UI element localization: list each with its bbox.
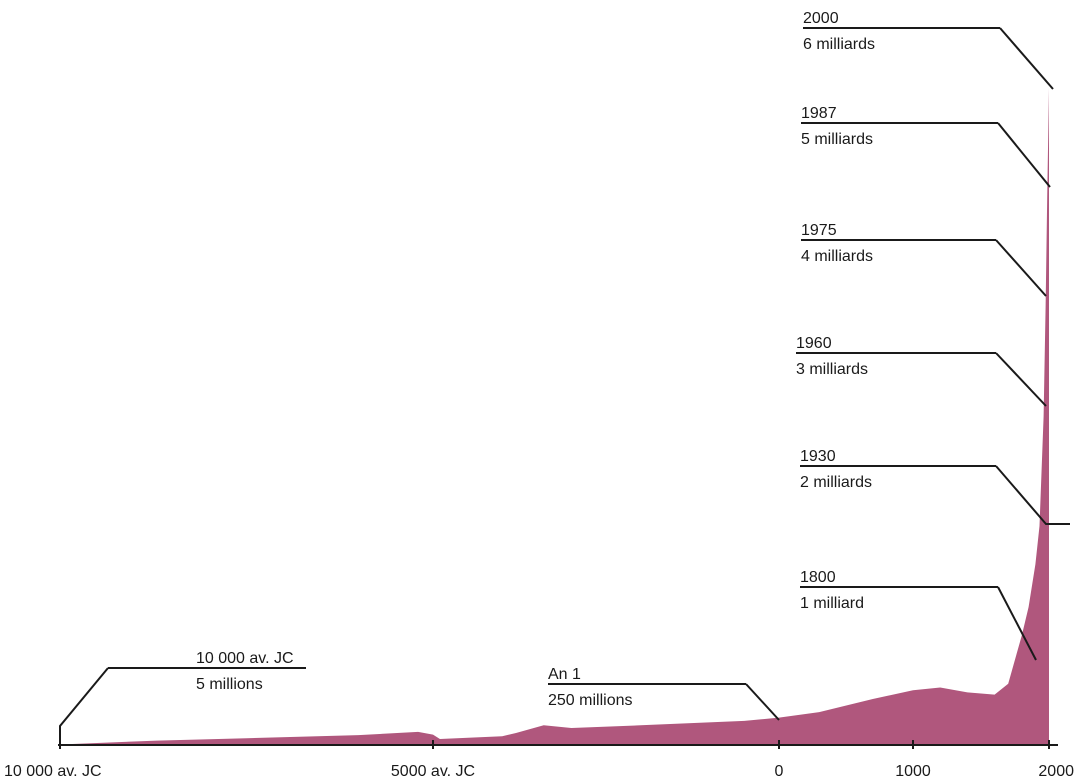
annotation-leader: [997, 586, 1037, 661]
annotation-year: An 1: [548, 666, 581, 683]
annotation-year: 1975: [801, 222, 837, 239]
x-tick-label: 10 000 av. JC: [4, 763, 102, 780]
annotation-population: 5 milliards: [801, 131, 873, 148]
annotation-8: 2000 6 milliards: [803, 10, 1054, 90]
area-layer: [60, 88, 1049, 745]
annotation-year: 1930: [800, 448, 836, 465]
annotation-population: 250 millions: [548, 692, 632, 709]
annotations: 10 000 av. JC 5 millions An 1 250 millions 1…: [59, 10, 1070, 745]
annotation-5: 1960 3 milliards: [796, 335, 1047, 407]
annotation-leader: [59, 667, 109, 745]
annotation-4: 1930 2 milliards: [800, 448, 1070, 525]
annotation-population: 6 milliards: [803, 36, 875, 53]
x-tick-label: 5000 av. JC: [391, 763, 475, 780]
annotation-year: 1800: [800, 569, 836, 586]
population-area: [60, 88, 1049, 745]
annotation-leader: [745, 683, 780, 721]
annotation-population: 5 millions: [196, 676, 263, 693]
annotation-year: 1960: [796, 335, 832, 352]
annotation-year: 2000: [803, 10, 839, 27]
annotation-year: 10 000 av. JC: [196, 650, 294, 667]
annotation-population: 4 milliards: [801, 248, 873, 265]
x-tick-label: 0: [775, 763, 784, 780]
x-tick-label: 1000: [895, 763, 931, 780]
annotation-population: 1 milliard: [800, 595, 864, 612]
annotation-population: 3 milliards: [796, 361, 868, 378]
annotation-population: 2 milliards: [800, 474, 872, 491]
x-axis: 10 000 av. JC 5000 av. JC 0 1000 2000: [4, 740, 1074, 780]
x-tick-label: 2000: [1038, 763, 1074, 780]
annotation-year: 1987: [801, 105, 837, 122]
annotation-6: 1975 4 milliards: [801, 222, 1047, 297]
annotation-leader: [995, 465, 1070, 525]
annotation-7: 1987 5 milliards: [801, 105, 1051, 188]
annotation-2: An 1 250 millions: [548, 666, 780, 721]
annotation-leader: [995, 352, 1047, 407]
annotation-1: 10 000 av. JC 5 millions: [59, 650, 306, 745]
annotation-leader: [995, 239, 1047, 297]
annotation-leader: [999, 27, 1054, 90]
annotation-3: 1800 1 milliard: [800, 569, 1037, 661]
annotation-leader: [997, 122, 1051, 188]
